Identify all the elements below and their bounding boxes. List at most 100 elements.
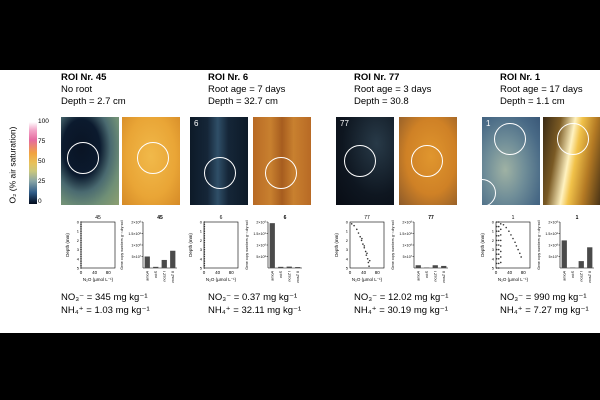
plot-title: 6	[284, 215, 287, 221]
y-tick-label: 3	[77, 247, 80, 252]
category-label: nirS	[571, 271, 575, 278]
y-tick-label: 0	[492, 220, 495, 225]
profile-point	[364, 250, 367, 253]
profile-point	[80, 230, 82, 232]
y-tick-label: 4	[346, 256, 349, 261]
profile-point	[203, 239, 206, 242]
profile-point	[362, 243, 364, 245]
plot-title: 45	[95, 215, 101, 221]
profile-point	[203, 246, 206, 249]
bar	[269, 223, 275, 268]
y-tick-label: 1.5×10⁹	[253, 232, 266, 236]
roi-root-age: Root age = 7 days	[208, 84, 286, 95]
y-axis-label: Gene copy numbers g⁻¹ dry soil	[537, 220, 541, 270]
gene-copy-bar-chart: 6 5×10⁸ 1×10⁹ 1.5×10⁹ 2×10⁹ Gene copy numbers…	[245, 215, 302, 283]
profile-point	[366, 258, 369, 260]
y-tick-label: 4	[492, 256, 495, 261]
profile-point	[203, 251, 206, 253]
profile-point	[495, 230, 498, 232]
profile-point	[495, 235, 498, 237]
profile-point	[499, 256, 502, 258]
o2-image: 77	[336, 117, 394, 205]
nutrient-values: NO₃⁻ = 345 mg kg⁻¹ NH₄⁺ = 1.03 mg kg⁻¹	[61, 291, 150, 317]
y-tick-label: 5	[77, 266, 80, 271]
category-label: amoA	[562, 271, 566, 281]
profile-point	[499, 250, 502, 253]
o2-image	[61, 117, 119, 205]
x-tick-label: 0	[349, 270, 352, 275]
bar	[286, 266, 292, 268]
category-label: nosZ I	[287, 270, 291, 281]
y-axis-label: Gene copy numbers g⁻¹ dry soil	[245, 220, 249, 270]
y-tick-label: 1	[77, 229, 80, 234]
y-tick-label: 2	[200, 238, 203, 243]
roi-circle	[67, 142, 99, 174]
profile-point	[203, 223, 206, 226]
x-tick-label: 80	[106, 270, 112, 275]
category-label: nosZ II	[588, 270, 592, 283]
plot-frame	[349, 221, 385, 269]
profile-point	[80, 244, 82, 246]
x-tick-label: 40	[361, 270, 367, 275]
profile-point	[495, 258, 498, 260]
profile-point	[497, 244, 500, 246]
profile-point	[203, 237, 206, 239]
profile-point	[499, 234, 502, 236]
y-tick-label: 0	[77, 220, 80, 225]
profile-point	[499, 261, 502, 264]
y-tick-label: 5×10⁸	[256, 255, 266, 259]
y-tick-label: 1	[492, 229, 495, 234]
profile-point	[497, 225, 500, 228]
nitrate-value: NO₃⁻ = 345 mg kg⁻¹	[61, 292, 148, 303]
y-tick-label: 4	[77, 256, 80, 261]
profile-point	[499, 245, 502, 247]
profile-point	[363, 246, 366, 249]
roi-panel: ROI Nr. 1 Root age = 17 days Depth = 1.1…	[480, 70, 600, 333]
y-tick-label: 5×10⁷	[549, 255, 559, 259]
y-tick-label: 2×10⁹	[256, 220, 266, 224]
profile-point	[203, 244, 206, 246]
y-axis-label: Depth (mm)	[480, 233, 485, 257]
profile-point	[495, 225, 498, 228]
panel-label: 77	[340, 119, 349, 128]
profile-point	[203, 248, 206, 251]
profile-point	[499, 223, 502, 225]
nutrient-values: NO₃⁻ = 12.02 mg kg⁻¹ NH₄⁺ = 30.19 mg kg⁻…	[354, 291, 448, 317]
roi-depth: Depth = 32.7 cm	[208, 96, 278, 107]
photo-image	[122, 117, 180, 205]
plot-title: 6	[220, 215, 223, 221]
y-tick-label: 5×10⁷	[403, 255, 413, 259]
y-tick-label: 1.5×10⁸	[545, 232, 558, 236]
y-tick-label: 1×10⁸	[548, 243, 558, 247]
profile-point	[203, 264, 206, 267]
x-tick-label: 0	[203, 270, 206, 275]
gene-copy-bar-chart: 1 5×10⁷ 1×10⁸ 1.5×10⁸ 2×10⁸ Gene copy numbers…	[537, 215, 594, 283]
x-tick-label: 40	[92, 270, 98, 275]
profile-point	[495, 267, 498, 269]
roi-circle	[494, 123, 526, 155]
colorbar-tick: 25	[38, 178, 46, 185]
profile-point	[510, 234, 512, 236]
profile-point	[353, 224, 355, 227]
o2-image: 6	[190, 117, 248, 205]
profile-point	[80, 253, 82, 255]
bar	[144, 256, 150, 268]
profile-point	[80, 255, 82, 258]
profile-point	[80, 264, 82, 267]
colorbar-tick: 0	[38, 198, 42, 205]
profile-point	[368, 259, 371, 262]
profile-point	[80, 237, 82, 239]
ammonium-value: NH₄⁺ = 1.03 mg kg⁻¹	[61, 305, 150, 316]
y-tick-label: 1.5×10⁸	[128, 232, 141, 236]
profile-point	[497, 248, 500, 251]
y-tick-label: 3	[200, 247, 203, 252]
y-tick-label: 1×10⁹	[256, 243, 266, 247]
y-axis-label: Gene copy numbers g⁻¹ dry soil	[120, 220, 124, 270]
plot-title: 77	[428, 215, 434, 221]
profile-point	[203, 225, 206, 228]
profile-point	[356, 228, 358, 231]
category-label: nirS	[425, 271, 429, 278]
roi-title: ROI Nr. 77	[354, 72, 400, 83]
n2o-profile-plot: 77 0 40 80 0 1 2 3 4 5 N₂O (µmol L⁻¹) Depth (mm)	[334, 215, 385, 282]
